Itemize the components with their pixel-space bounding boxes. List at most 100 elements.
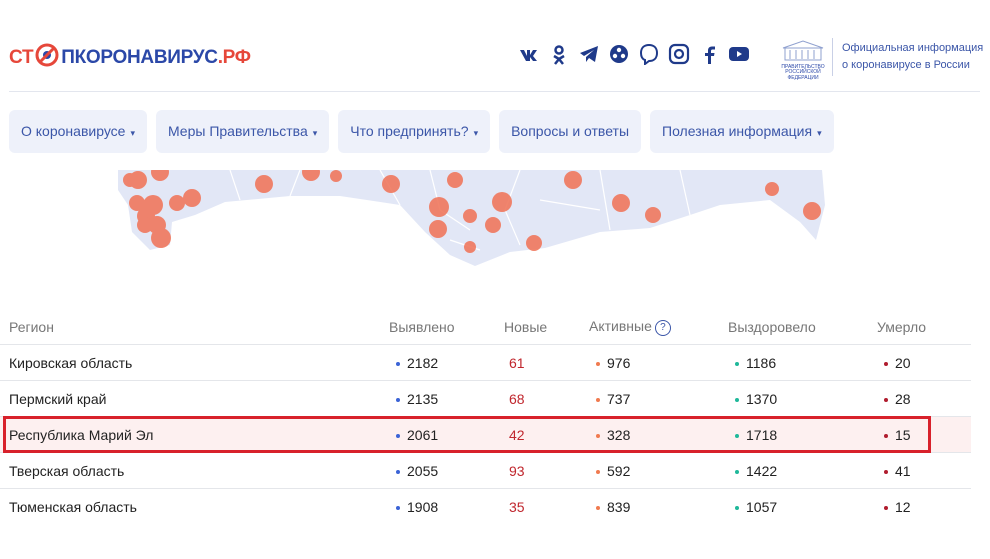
help-icon[interactable]: ? [654,320,671,336]
nav-item[interactable]: Меры Правительства ▾ [155,110,330,153]
table-cell: 2055 [389,452,504,489]
column-header: Выздоровело [728,310,877,345]
status-dot [735,361,739,366]
dropdown-arrow: ▾ [130,128,135,138]
stat-value: 12 [895,498,911,515]
dropdown-arrow: ▾ [817,128,822,138]
stat-value: 2061 [407,426,439,443]
nav-item[interactable]: Что предпринять? ▾ [338,110,491,153]
table-row: Тюменская область 1908 35 839 1057 12 [0,488,971,524]
highlight-box [3,416,931,453]
stat-value: 42 [509,426,525,443]
status-dot [596,361,600,366]
stat-value: 2135 [407,390,439,407]
table-cell: 20 [877,344,971,381]
vk-icon[interactable] [518,43,540,65]
column-header-text: Регион [9,319,54,335]
table-row: Тверская область 2055 93 592 1422 41 [0,452,971,489]
status-dot [884,397,888,402]
status-dot [735,469,739,474]
region-name: Республика Марий Эл [9,426,154,443]
stat-value: 737 [607,390,631,407]
viber-icon[interactable] [638,43,660,65]
column-header: Выявлено [389,310,504,345]
region-name: Тверская область [9,462,125,479]
nav-label: Что предпринять? [350,123,469,139]
nav-menu: О коронавирусе ▾ Меры Правительства ▾ Что пр… [9,110,834,153]
table-cell: 68 [504,380,589,417]
status-dot [884,361,888,366]
instagram-icon[interactable] [668,43,690,65]
stat-value: 976 [607,354,631,371]
stat-value: 93 [509,462,525,479]
map-markers [123,170,821,253]
table-cell: 35 [504,488,589,524]
table-cell: Пермский край [0,380,389,417]
table-cell: Тверская область [0,452,389,489]
stat-value: 1422 [746,462,778,479]
status-dot [884,433,888,438]
map[interactable] [0,170,990,270]
status-dot [396,433,400,438]
gov-building-icon [782,40,824,61]
status-dot [596,397,600,402]
nav-label: О коронавирусе [21,123,126,139]
logo-text: ПКОРОНАВИРУС [61,47,218,68]
table-cell: 328 [589,416,728,453]
logo[interactable]: СТ ПКОРОНАВИРУС.РФ [9,42,251,69]
table-cell: 1718 [728,416,877,453]
table-cell: 1370 [728,380,877,417]
stat-value: 2055 [407,462,439,479]
separator [832,38,833,76]
column-header-text: Новые [504,319,548,335]
stat-value: 1718 [746,426,778,443]
stat-value: 328 [607,426,631,443]
table-cell: Тюменская область [0,488,389,524]
nav-label: Вопросы и ответы [511,123,629,139]
stat-value: 1186 [746,354,777,371]
gov-info-line: Официальная информация [842,42,984,54]
table-cell: Республика Марий Эл [0,416,389,453]
table-cell: 1422 [728,452,877,489]
table-row: Пермский край 2135 68 737 1370 28 [0,380,971,417]
facebook-icon[interactable] [698,43,720,65]
region-name: Кировская область [9,354,133,371]
region-name: Тюменская область [9,498,137,515]
stat-value: 1370 [746,390,778,407]
divider [9,91,980,92]
stat-value: 1057 [746,498,778,515]
status-dot [884,469,888,474]
column-header: Активные? [589,310,728,345]
column-header-text: Умерло [877,319,927,335]
logo-text: .РФ [217,47,251,68]
nav-label: Меры Правительства [167,123,308,139]
stats-table: Регион Выявлено Новые Активные? Выздоровело У… [0,310,971,524]
gov-emblem[interactable]: ПРАВИТЕЛЬСТВО РОССИЙСКОЙ ФЕДЕРАЦИИ [779,40,827,81]
gov-emblem-text: ФЕДЕРАЦИИ [787,74,819,81]
stat-value: 592 [607,462,631,479]
logo-virus-icon [35,43,59,67]
mirtesen-icon[interactable] [608,43,630,65]
column-header-text: Выздоровело [728,319,816,335]
table-cell: 12 [877,488,971,524]
table-cell: 42 [504,416,589,453]
youtube-icon[interactable] [728,43,750,65]
table-cell: 737 [589,380,728,417]
telegram-icon[interactable] [578,43,600,65]
status-dot [596,433,600,438]
status-dot [735,505,739,510]
table-row: Кировская область 2182 61 976 1186 20 [0,344,971,381]
gov-info: Официальная информация о коронавирусе в … [842,40,983,74]
table-cell: 976 [589,344,728,381]
table-cell: Кировская область [0,344,389,381]
nav-item[interactable]: Полезная информация ▾ [650,110,834,153]
table-cell: 2061 [389,416,504,453]
status-dot [596,469,600,474]
table-cell: 1057 [728,488,877,524]
ok-icon[interactable] [548,43,570,65]
status-dot [735,397,739,402]
table-cell: 839 [589,488,728,524]
nav-item[interactable]: Вопросы и ответы [499,110,641,153]
nav-item[interactable]: О коронавирусе ▾ [9,110,147,153]
